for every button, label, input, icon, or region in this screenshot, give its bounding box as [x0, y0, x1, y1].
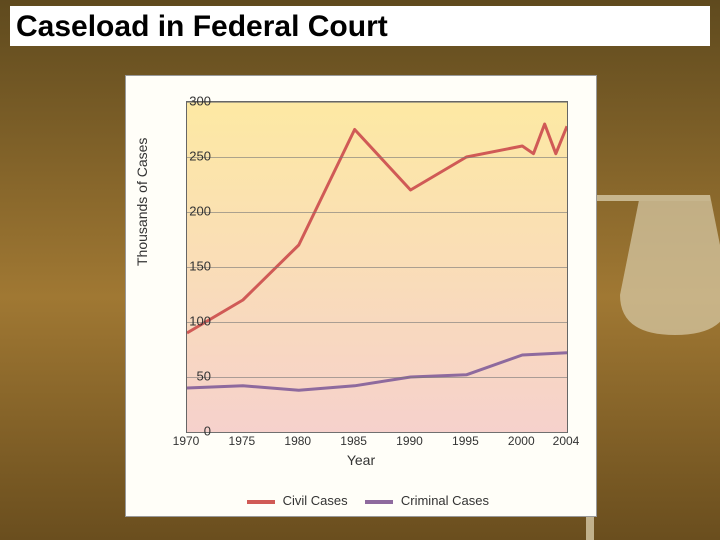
gridline	[187, 432, 567, 433]
gridline	[187, 212, 567, 213]
x-tick-label: 1995	[452, 434, 479, 448]
chart-container: Thousands of Cases Year Civil Cases Crim…	[125, 75, 597, 517]
x-tick-label: 1990	[396, 434, 423, 448]
y-tick-label: 300	[176, 94, 211, 109]
plot-area	[186, 101, 568, 433]
legend: Civil Cases Criminal Cases	[126, 493, 596, 508]
y-tick-label: 250	[176, 149, 211, 164]
x-tick-label: 1975	[229, 434, 256, 448]
legend-label-criminal: Criminal Cases	[401, 493, 489, 508]
y-axis-label: Thousands of Cases	[134, 138, 150, 266]
x-axis-label: Year	[126, 452, 596, 468]
slide: Caseload in Federal Court Thousands of C…	[0, 0, 720, 540]
gridline	[187, 322, 567, 323]
legend-label-civil: Civil Cases	[283, 493, 348, 508]
x-tick-label: 1970	[173, 434, 200, 448]
gridline	[187, 102, 567, 103]
legend-swatch-civil	[247, 500, 275, 504]
slide-title: Caseload in Federal Court	[10, 6, 710, 46]
legend-swatch-criminal	[365, 500, 393, 504]
y-tick-label: 150	[176, 259, 211, 274]
x-tick-label: 1980	[284, 434, 311, 448]
series-line-criminal-cases	[187, 353, 567, 390]
x-tick-label: 2004	[553, 434, 580, 448]
gridline	[187, 377, 567, 378]
y-tick-label: 100	[176, 314, 211, 329]
y-tick-label: 50	[176, 369, 211, 384]
gridline	[187, 157, 567, 158]
x-tick-label: 1985	[340, 434, 367, 448]
y-tick-label: 200	[176, 204, 211, 219]
x-tick-label: 2000	[508, 434, 535, 448]
gridline	[187, 267, 567, 268]
series-line-civil-cases	[187, 124, 567, 333]
